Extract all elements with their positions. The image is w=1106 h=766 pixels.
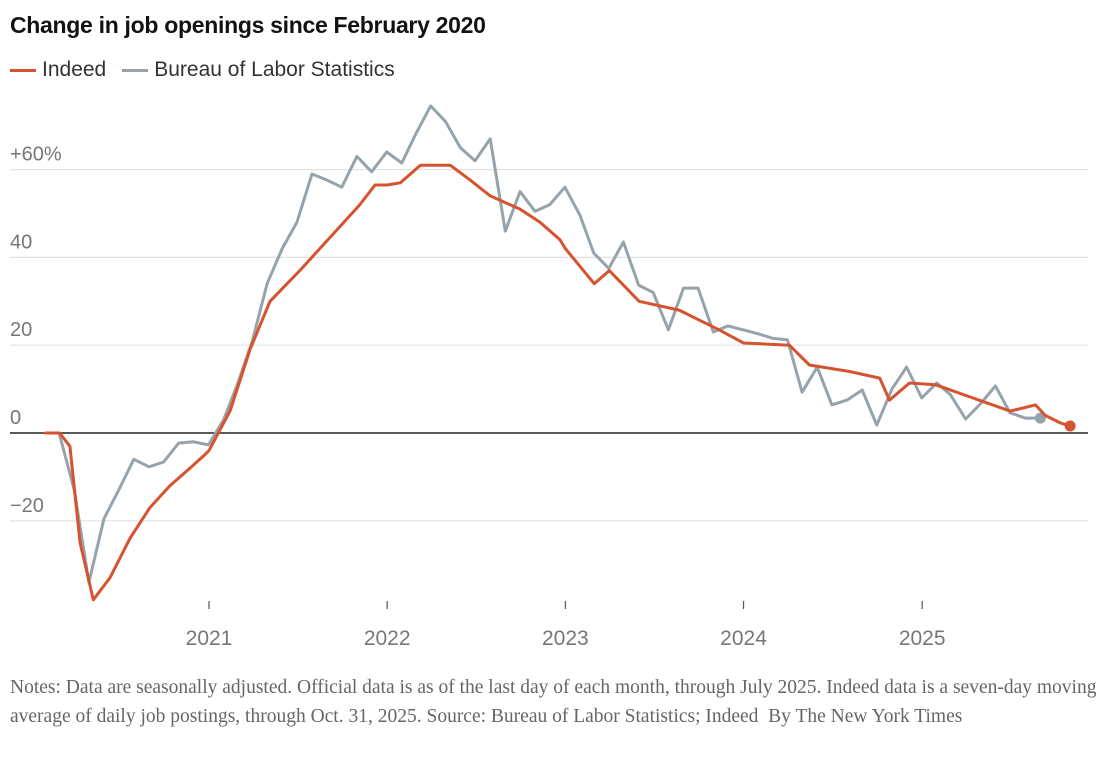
credit: By The New York Times [768, 705, 963, 727]
chart-title: Change in job openings since February 20… [10, 12, 486, 38]
x-tick-label: 2024 [720, 627, 767, 650]
x-tick-label: 2021 [186, 627, 233, 650]
series-end-marker-indeed [1064, 420, 1076, 432]
legend-item-indeed: Indeed [10, 58, 106, 82]
series-line-bls [57, 104, 1042, 584]
legend-label-indeed: Indeed [42, 58, 107, 81]
notes-text: Notes: Data are seasonally adjusted. Off… [10, 677, 1097, 727]
series-end-marker-bls [1034, 412, 1046, 424]
legend-label-bls: Bureau of Labor Statistics [154, 58, 395, 81]
legend-swatch-indeed [10, 68, 36, 72]
x-tick-label: 2022 [364, 627, 411, 650]
legend: Indeed Bureau of Labor Statistics [10, 58, 411, 82]
y-tick-label: 40 [10, 231, 32, 253]
y-tick-label: 20 [10, 319, 32, 341]
legend-swatch-bls [122, 68, 149, 72]
y-tick-label: 0 [10, 407, 21, 429]
x-tick-label: 2023 [542, 627, 589, 650]
legend-item-bls: Bureau of Labor Statistics [122, 58, 395, 82]
notes: Notes: Data are seasonally adjusted. Off… [10, 674, 1100, 731]
y-tick-label: −20 [10, 495, 44, 517]
y-tick-label: +60% [10, 144, 62, 166]
series-line-indeed [44, 163, 1072, 602]
x-tick-label: 2025 [899, 627, 946, 650]
